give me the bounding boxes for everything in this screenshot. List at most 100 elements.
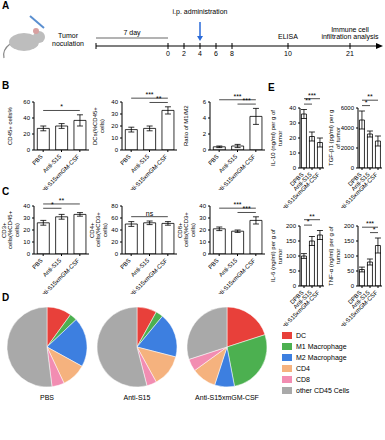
svg-text:PBS: PBS [31,153,44,166]
svg-text:0: 0 [351,283,355,289]
html-text:ELISA: ELISA [278,33,298,41]
svg-text:40: 40 [289,105,296,111]
svg-text:40: 40 [199,203,206,209]
svg-text:40: 40 [23,203,30,209]
svg-text:20: 20 [111,239,118,245]
html-text:i.p. administration: i.p. administration [172,8,228,15]
svg-text:0: 0 [293,283,297,289]
svg-text:6000: 6000 [341,105,355,111]
svg-text:150: 150 [286,238,297,244]
svg-text:DPBS: DPBS [346,171,363,188]
html-text:IL-6 (ng/ml) per g of tumor: IL-6 (ng/ml) per g of tumor [270,229,283,283]
svg-text:20: 20 [111,123,118,129]
svg-text:Anti-S15xmGM-CSF: Anti-S15xmGM-CSF [283,289,321,326]
svg-text:0: 0 [203,251,207,257]
html-text:IL-10 (ng/ml) per g of tumor: IL-10 (ng/ml) per g of tumor [270,110,283,166]
svg-text:PBS: PBS [207,257,220,270]
svg-text:0: 0 [203,147,207,153]
svg-text:10: 10 [23,239,30,245]
svg-text:30: 30 [289,120,296,126]
svg-text:***: *** [243,205,251,212]
svg-text:PBS: PBS [119,153,132,166]
svg-text:Anti-S15xmGM-CSF: Anti-S15xmGM-CSF [38,153,81,190]
svg-text:0: 0 [27,147,31,153]
svg-text:**: ** [156,95,162,102]
html-text:C: C [2,186,10,197]
svg-text:***: *** [243,97,251,104]
svg-text:30: 30 [23,215,30,221]
svg-text:**: ** [59,197,65,204]
svg-text:PBS: PBS [119,257,132,270]
svg-text:**: ** [309,213,315,220]
svg-text:***: *** [145,91,153,98]
svg-text:Anti-S15xmGM-CSF: Anti-S15xmGM-CSF [126,153,169,190]
svg-text:100: 100 [344,253,355,259]
html-text:10: 10 [284,50,292,57]
svg-text:10: 10 [111,135,118,141]
svg-text:80: 80 [111,203,118,209]
svg-text:*: * [60,103,63,110]
svg-text:PBS: PBS [207,153,220,166]
svg-text:DPBS: DPBS [346,289,363,306]
html-text:21: 21 [346,50,354,57]
svg-text:**: ** [367,93,373,100]
svg-text:***: *** [366,220,374,227]
html-text:CD8+ cells(%CD3+ cells): CD8+ cells(%CD3+ cells) [177,212,196,248]
svg-text:***: *** [233,201,241,208]
html-text:Immune cell infiltration analy: Immune cell infiltration analysis [321,25,379,41]
html-text:CD4+ cells(%CD3+ cells): CD4+ cells(%CD3+ cells) [89,212,108,248]
svg-text:20: 20 [199,227,206,233]
svg-text:60: 60 [23,99,30,105]
svg-text:***: *** [233,93,241,100]
svg-text:ns: ns [146,210,154,217]
svg-text:Anti-S15xmGM-CSF: Anti-S15xmGM-CSF [214,153,257,190]
svg-text:150: 150 [344,238,355,244]
html-text:DCs(%CD45+ cells): DCs(%CD45+ cells) [92,107,105,145]
svg-text:Anti-S15xmGM-CSF: Anti-S15xmGM-CSF [38,257,81,294]
svg-text:Anti-S15xmGM-CSF: Anti-S15xmGM-CSF [283,171,321,208]
svg-text:0: 0 [115,251,119,257]
svg-text:2: 2 [203,131,207,137]
svg-text:DPBS: DPBS [288,289,305,306]
svg-text:30: 30 [111,111,118,117]
svg-text:40: 40 [23,115,30,121]
svg-text:60: 60 [111,215,118,221]
svg-text:Anti-S15xmGM-CSF: Anti-S15xmGM-CSF [341,289,377,326]
svg-text:DPBS: DPBS [288,171,305,188]
svg-text:30: 30 [199,215,206,221]
svg-text:50: 50 [289,268,296,274]
html-text:TNF-α (ng/ml) per g of tumor: TNF-α (ng/ml) per g of tumor [328,226,341,286]
html-text:TGF-β1 (pg/ml) per g of tumor: TGF-β1 (pg/ml) per g of tumor [328,109,341,167]
html-text:A: A [2,0,10,11]
svg-text:200: 200 [286,223,297,229]
svg-text:0: 0 [293,165,297,171]
svg-text:10: 10 [199,239,206,245]
svg-text:20: 20 [23,227,30,233]
svg-text:0: 0 [351,165,355,171]
html-text:7 day: 7 day [123,29,141,37]
svg-text:PBS: PBS [31,257,44,270]
svg-text:200: 200 [344,223,355,229]
svg-text:20: 20 [289,135,296,141]
html-text:B: B [2,80,10,91]
svg-text:6: 6 [203,99,207,105]
svg-text:2000: 2000 [341,145,355,151]
svg-text:40: 40 [111,99,118,105]
svg-text:4: 4 [203,115,207,121]
svg-text:Anti-S15xmGM-CSF: Anti-S15xmGM-CSF [126,257,169,294]
html-text:Tumor noculation: Tumor noculation [52,32,84,47]
svg-text:0: 0 [115,147,119,153]
svg-text:100: 100 [286,253,297,259]
html-text:D: D [2,292,10,303]
svg-text:*: * [51,201,54,208]
svg-text:20: 20 [23,131,30,137]
svg-text:Anti-S15xmGM-CSF: Anti-S15xmGM-CSF [214,257,257,294]
svg-text:50: 50 [347,268,354,274]
svg-text:40: 40 [111,227,118,233]
svg-text:10: 10 [289,150,296,156]
svg-text:4000: 4000 [341,125,355,131]
svg-text:0: 0 [27,251,31,257]
svg-text:***: *** [308,92,316,99]
svg-text:Anti-S15xmGM-CSF: Anti-S15xmGM-CSF [341,171,377,208]
html-text:CD3+ cells(%CD45+ cells): CD3+ cells(%CD45+ cells) [1,210,20,250]
